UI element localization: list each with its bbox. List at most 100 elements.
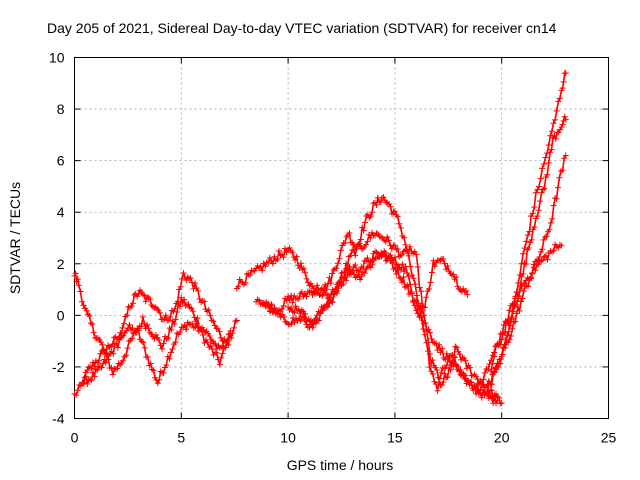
data-point <box>207 342 214 349</box>
data-point <box>156 337 163 344</box>
data-point <box>172 316 179 323</box>
data-point <box>189 308 196 315</box>
data-point <box>97 339 104 346</box>
data-point <box>477 386 484 393</box>
data-point <box>207 312 214 319</box>
data-point <box>436 341 443 348</box>
data-point <box>545 159 552 166</box>
data-point <box>391 208 398 215</box>
data-point <box>495 364 502 371</box>
data-point <box>484 389 491 396</box>
data-point <box>384 257 391 264</box>
data-point <box>300 308 307 315</box>
series-track-6 <box>259 250 471 331</box>
data-point <box>126 321 133 328</box>
data-point <box>147 360 154 367</box>
plot-frame <box>74 57 609 419</box>
data-point <box>405 273 412 280</box>
data-point <box>211 322 218 329</box>
data-point <box>417 313 424 320</box>
data-point <box>320 307 327 314</box>
data-point <box>521 260 528 267</box>
data-point <box>408 271 415 278</box>
data-point <box>417 302 424 309</box>
data-point <box>335 285 342 292</box>
data-point <box>431 263 438 270</box>
data-point <box>227 327 234 334</box>
data-point <box>387 203 394 210</box>
data-point <box>507 332 514 339</box>
data-point <box>285 293 292 300</box>
data-point <box>433 367 440 374</box>
data-point <box>413 292 420 299</box>
data-point <box>129 300 136 307</box>
data-point <box>519 295 526 302</box>
y-tick-label: 2 <box>57 256 65 272</box>
data-point <box>119 324 126 331</box>
data-point <box>499 351 506 358</box>
series-track-3 <box>80 269 228 388</box>
data-point <box>418 288 425 295</box>
data-point <box>219 343 226 350</box>
x-tick-label: 10 <box>280 430 296 446</box>
data-point <box>216 361 223 368</box>
data-point <box>145 294 152 301</box>
data-point <box>232 318 239 325</box>
data-point <box>286 244 293 251</box>
data-point <box>447 367 454 374</box>
y-tick-label: 8 <box>57 101 65 117</box>
data-point <box>166 355 173 362</box>
data-point <box>559 85 566 92</box>
data-point <box>412 281 419 288</box>
data-point <box>559 121 566 128</box>
data-point <box>145 325 152 332</box>
data-point <box>387 252 394 259</box>
series-track-10 <box>488 152 569 388</box>
data-point <box>330 290 337 297</box>
data-point <box>359 265 366 272</box>
data-point <box>124 345 131 352</box>
data-point <box>266 254 273 261</box>
data-point <box>314 312 321 319</box>
data-point <box>562 69 569 76</box>
data-point <box>456 351 463 358</box>
data-point <box>553 107 560 114</box>
data-point <box>400 234 407 241</box>
data-point <box>289 249 296 256</box>
data-point <box>113 340 120 347</box>
data-point <box>413 298 420 305</box>
data-point <box>262 263 269 270</box>
data-point <box>282 245 289 252</box>
data-point <box>420 326 427 333</box>
data-point <box>523 238 530 245</box>
data-point <box>181 321 188 328</box>
data-point <box>174 298 181 305</box>
series-track-5 <box>253 229 505 407</box>
data-point <box>306 324 313 331</box>
data-point <box>157 342 164 349</box>
data-point <box>384 234 391 241</box>
data-point <box>506 336 513 343</box>
chart-title: Day 205 of 2021, Sidereal Day-to-day VTE… <box>47 20 557 36</box>
data-point <box>311 319 318 326</box>
data-point <box>301 316 308 323</box>
data-point <box>408 288 415 295</box>
data-point <box>414 264 421 271</box>
data-point <box>267 308 274 315</box>
data-point <box>463 287 470 294</box>
data-point <box>120 320 127 327</box>
data-point <box>131 291 138 298</box>
data-point <box>558 124 565 131</box>
data-point <box>268 302 275 309</box>
data-point <box>99 360 106 367</box>
data-point <box>85 364 92 371</box>
data-point <box>502 334 509 341</box>
data-point <box>95 357 102 364</box>
data-point <box>391 254 398 261</box>
data-point <box>196 295 203 302</box>
data-point <box>439 345 446 352</box>
y-tick-label: 4 <box>57 204 65 220</box>
x-tick-label: 20 <box>494 430 510 446</box>
data-point <box>449 352 456 359</box>
